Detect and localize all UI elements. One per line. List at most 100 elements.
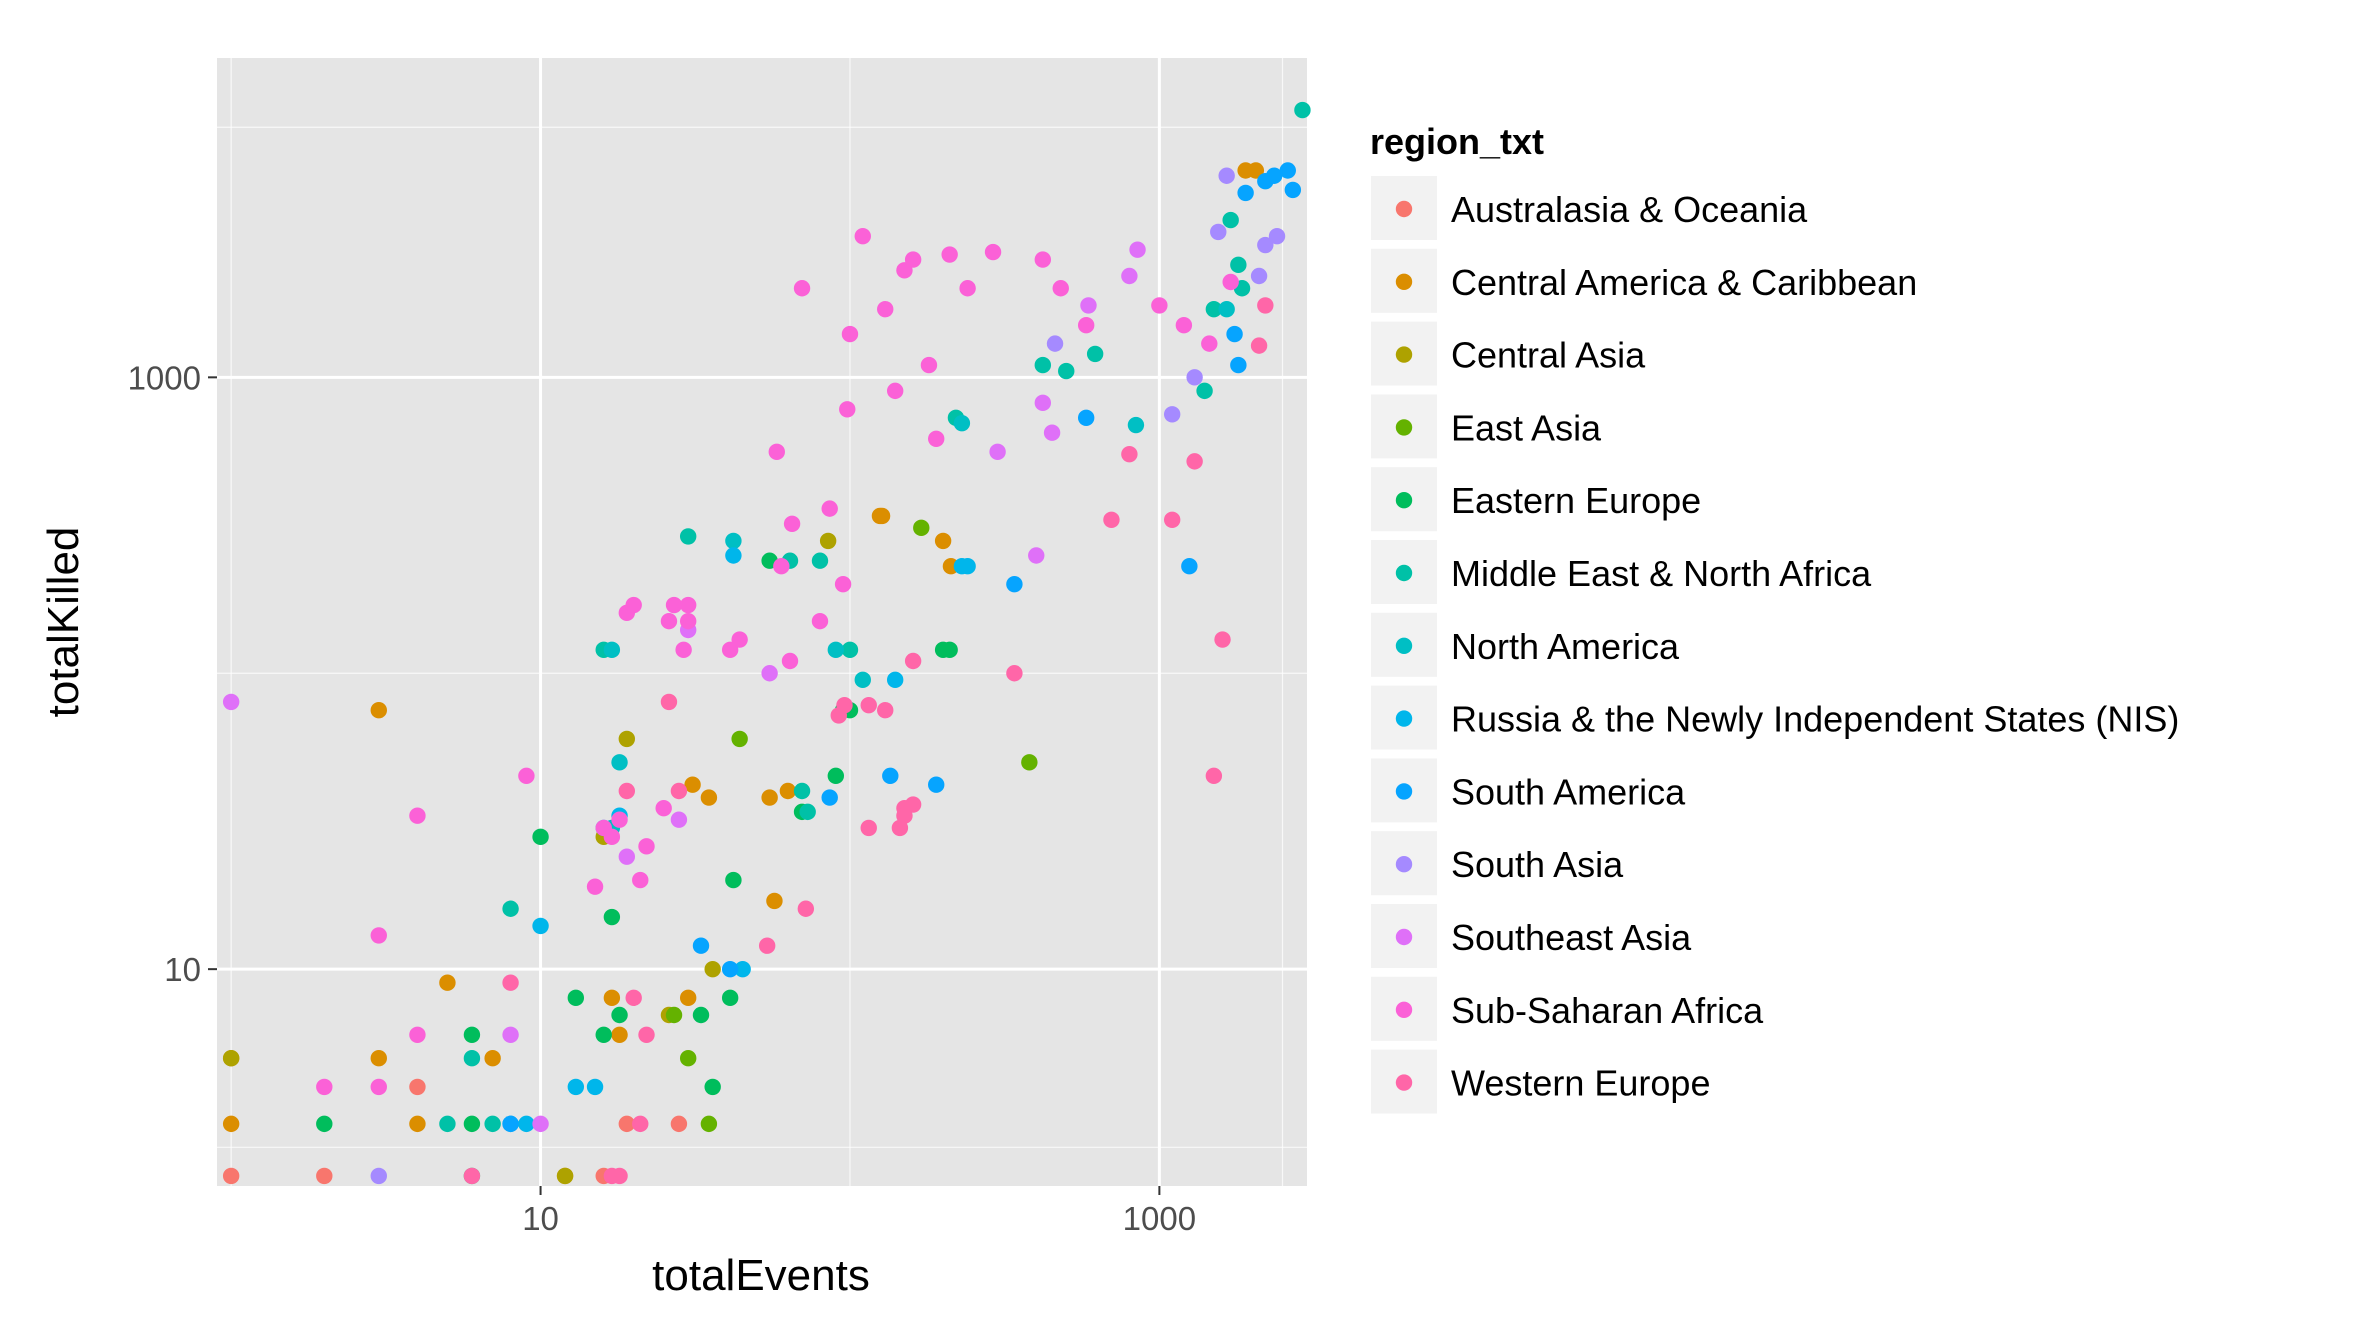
data-point bbox=[632, 1115, 649, 1133]
data-point bbox=[834, 575, 852, 593]
data-point bbox=[1250, 337, 1268, 354]
data-point bbox=[799, 803, 816, 821]
data-point bbox=[758, 937, 776, 954]
data-point bbox=[904, 251, 922, 268]
data-point bbox=[518, 767, 535, 785]
data-point bbox=[882, 767, 899, 785]
legend-item: East Asia bbox=[1371, 394, 1602, 459]
data-point bbox=[502, 974, 519, 991]
axes: totalEvents totalKilled 10 1000 10 1000 bbox=[39, 359, 1196, 1300]
data-point bbox=[704, 1078, 721, 1096]
data-point bbox=[603, 989, 621, 1007]
data-point bbox=[655, 799, 672, 817]
data-point bbox=[556, 1167, 574, 1185]
data-point bbox=[766, 892, 783, 910]
data-point bbox=[1294, 101, 1311, 119]
legend-item: Central Asia bbox=[1371, 321, 1646, 386]
data-point bbox=[679, 1050, 697, 1067]
data-point bbox=[1175, 317, 1193, 334]
data-point bbox=[873, 507, 891, 525]
data-point bbox=[1218, 300, 1235, 318]
legend-key-dot bbox=[1395, 564, 1413, 582]
data-point bbox=[1163, 511, 1181, 529]
data-point bbox=[725, 532, 742, 550]
data-point bbox=[638, 1026, 655, 1043]
data-point bbox=[670, 811, 688, 828]
data-point bbox=[811, 552, 829, 569]
legend-key-dot bbox=[1395, 1001, 1413, 1018]
data-point bbox=[768, 443, 785, 461]
legend-key-dot bbox=[1395, 346, 1413, 363]
data-point bbox=[721, 641, 739, 659]
data-point bbox=[839, 401, 856, 418]
data-point bbox=[928, 430, 945, 447]
data-point bbox=[660, 612, 678, 630]
data-point bbox=[1058, 362, 1075, 380]
data-point bbox=[567, 989, 585, 1007]
data-point bbox=[1129, 241, 1146, 258]
data-point bbox=[1151, 297, 1168, 314]
data-point bbox=[1257, 297, 1274, 314]
data-point bbox=[409, 1078, 426, 1096]
data-point bbox=[595, 1026, 612, 1043]
data-point bbox=[603, 641, 621, 659]
data-point bbox=[725, 871, 742, 889]
data-point bbox=[679, 528, 697, 545]
data-point bbox=[984, 243, 1002, 261]
data-point bbox=[1077, 409, 1095, 426]
data-point bbox=[618, 730, 636, 748]
data-point bbox=[1218, 167, 1235, 184]
data-point bbox=[1230, 256, 1247, 274]
data-point bbox=[222, 693, 240, 711]
data-point bbox=[679, 596, 697, 614]
data-point bbox=[781, 652, 799, 670]
legend-label: Southeast Asia bbox=[1451, 917, 1692, 958]
data-point bbox=[463, 1115, 481, 1133]
data-point bbox=[928, 776, 945, 793]
data-point bbox=[502, 1026, 519, 1043]
legend-label: Middle East & North Africa bbox=[1451, 553, 1872, 594]
data-point bbox=[1257, 236, 1274, 254]
data-point bbox=[721, 989, 739, 1007]
data-point bbox=[827, 767, 845, 785]
data-point bbox=[734, 960, 751, 978]
data-point bbox=[725, 547, 742, 564]
data-point bbox=[1127, 416, 1145, 434]
x-axis-title: totalEvents bbox=[652, 1251, 870, 1300]
legend-item: Australasia & Oceania bbox=[1371, 176, 1808, 240]
data-point bbox=[670, 782, 688, 800]
y-tick-label: 1000 bbox=[128, 359, 201, 396]
data-point bbox=[953, 414, 971, 432]
data-point bbox=[1268, 227, 1286, 245]
legend-item: Eastern Europe bbox=[1371, 467, 1701, 532]
data-point bbox=[819, 532, 837, 550]
data-point bbox=[586, 878, 604, 895]
x-tick-label: 10 bbox=[522, 1200, 559, 1237]
legend-key-dot bbox=[1395, 710, 1413, 727]
data-point bbox=[1214, 631, 1231, 648]
data-point bbox=[989, 443, 1006, 461]
data-point bbox=[783, 515, 801, 532]
data-point bbox=[1034, 356, 1052, 374]
data-point bbox=[222, 1167, 240, 1185]
legend-label: Central America & Caribbean bbox=[1451, 262, 1917, 303]
data-point bbox=[370, 927, 387, 944]
legend-item: Southeast Asia bbox=[1371, 904, 1692, 968]
data-point bbox=[660, 693, 678, 711]
legend-key-dot bbox=[1395, 928, 1413, 946]
data-point bbox=[904, 796, 922, 813]
data-point bbox=[793, 782, 811, 800]
data-point bbox=[670, 1115, 688, 1133]
data-point bbox=[222, 1115, 240, 1133]
data-point bbox=[1205, 767, 1223, 785]
data-point bbox=[1021, 754, 1038, 771]
data-point bbox=[821, 500, 838, 517]
data-point bbox=[721, 960, 739, 978]
data-point bbox=[222, 1050, 240, 1067]
data-point bbox=[532, 1115, 549, 1133]
data-point bbox=[1034, 394, 1052, 412]
legend-key-dot bbox=[1395, 492, 1413, 509]
data-point bbox=[904, 652, 922, 670]
legend-item: Sub-Saharan Africa bbox=[1371, 976, 1764, 1041]
data-point bbox=[1034, 251, 1052, 268]
